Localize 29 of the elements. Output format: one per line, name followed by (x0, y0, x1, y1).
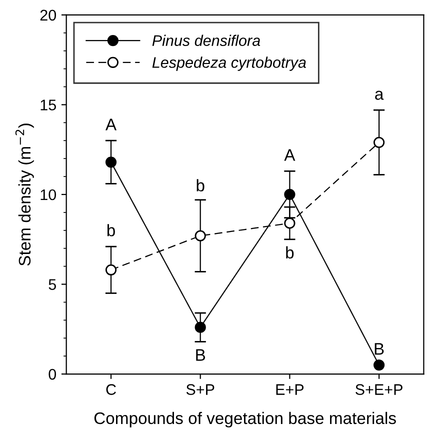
point (284, 218, 296, 229)
x-tick-label: S+E+P (356, 384, 402, 395)
y-tick-label: 5 (48, 279, 56, 290)
y-tick-label: 0 (48, 368, 56, 380)
point (194, 230, 206, 242)
annotation: a (375, 90, 384, 100)
point (284, 188, 296, 200)
annotation: B (374, 343, 384, 355)
annotation: b (286, 246, 294, 259)
x-tick-label: S+P (186, 384, 214, 395)
y-tick-label: 20 (40, 10, 56, 21)
annotation: A (284, 149, 296, 161)
annotation: B (196, 349, 206, 361)
x-tick-label: C (106, 384, 116, 395)
point (105, 156, 117, 168)
legend-label: Pinus densiflora (152, 34, 260, 46)
point (105, 264, 117, 276)
y-tick-label: 15 (40, 100, 56, 110)
annotation: b (107, 224, 115, 236)
x-axis-title: Compounds of vegetation base materials (94, 412, 396, 428)
y-axis-title: Stem density (m$^{−2}$) (15, 124, 34, 266)
point (373, 136, 385, 148)
point (194, 322, 206, 333)
point (373, 359, 385, 371)
y-tick-label: 10 (40, 189, 56, 200)
annotation: b (196, 179, 204, 192)
annotation: A (105, 118, 117, 130)
x-tick-label: E+P (276, 384, 304, 395)
legend-label: Lespedeza cyrtobotrya (152, 56, 306, 71)
